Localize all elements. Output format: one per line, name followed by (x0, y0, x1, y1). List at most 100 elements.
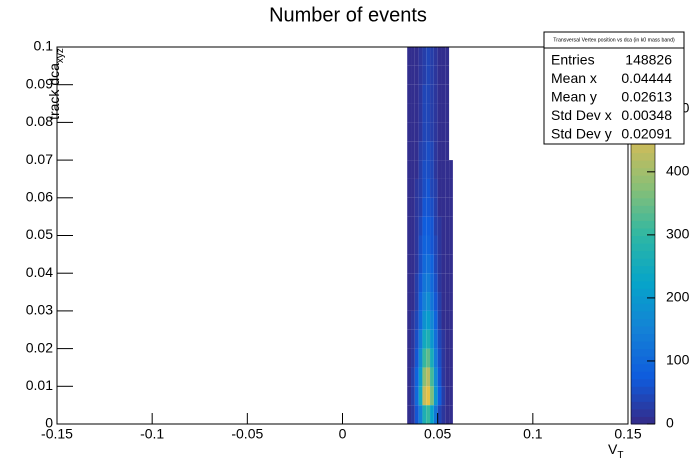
heat-cell (426, 47, 431, 66)
color-bar-band (631, 145, 655, 154)
heat-cell (407, 141, 412, 161)
heat-cell (407, 292, 412, 311)
color-bar-band (631, 227, 655, 236)
heat-cell (437, 367, 442, 387)
heat-cell (407, 84, 412, 104)
heat-cell (422, 292, 427, 311)
heat-cell (422, 216, 427, 236)
heat-cell (445, 273, 450, 293)
heat-cell (441, 216, 446, 236)
heat-cell (433, 103, 438, 123)
color-bar-band (631, 235, 655, 244)
heat-cell (426, 197, 431, 217)
heat-cell (411, 178, 415, 198)
color-bar-band (631, 167, 655, 176)
heat-cell (411, 405, 415, 424)
heat-cell (407, 329, 412, 349)
heat-cell (422, 122, 427, 142)
heat-cell (407, 310, 412, 330)
heat-cell (441, 235, 446, 255)
heat-cell (422, 103, 427, 123)
heat-cell (411, 160, 415, 179)
heat-cell (422, 47, 427, 66)
y-tick-label: 0.1 (34, 38, 54, 54)
heat-cell (407, 386, 412, 406)
heat-cell (418, 65, 423, 85)
heat-cell (437, 310, 442, 330)
heat-cell (437, 405, 442, 424)
heat-cell (441, 310, 446, 330)
color-bar-band (631, 416, 655, 425)
stats-label: Entries (551, 52, 595, 68)
heat-cell (441, 47, 446, 66)
color-bar-band (631, 408, 655, 417)
color-bar-band (631, 363, 655, 372)
color-bar-band (631, 182, 655, 191)
heat-cell (449, 310, 453, 330)
heat-cell (407, 65, 412, 85)
stats-value: 0.02091 (621, 126, 672, 142)
heat-cell (426, 216, 431, 236)
heat-cell (411, 310, 415, 330)
heat-cell (422, 367, 427, 387)
color-bar-band (631, 310, 655, 319)
heat-cell (418, 348, 423, 368)
heat-cell (433, 405, 438, 424)
heat-cell (433, 254, 438, 274)
heat-cell (430, 216, 434, 236)
heat-cell (445, 122, 450, 142)
color-bar-band (631, 205, 655, 214)
heat-cell (426, 235, 431, 255)
heat-cell (411, 235, 415, 255)
color-bar-band (631, 175, 655, 184)
heat-cell (422, 197, 427, 217)
heat-cell (433, 178, 438, 198)
y-tick-label: 0.02 (26, 339, 53, 355)
heat-cell (437, 103, 442, 123)
heat-cell (414, 367, 419, 387)
heat-cell (430, 386, 434, 406)
color-bar-band (631, 243, 655, 252)
heat-cell (422, 160, 427, 179)
heat-cell (407, 178, 412, 198)
z-tick-label: 300 (666, 226, 690, 242)
x-tick-label: 0.05 (424, 426, 451, 442)
heat-cell (426, 273, 431, 293)
heat-cell (430, 310, 434, 330)
heat-cell (441, 65, 446, 85)
heat-cell (422, 235, 427, 255)
heat-cell (426, 329, 431, 349)
heat-cell (433, 160, 438, 179)
heat-cell (418, 386, 423, 406)
heat-cell (414, 103, 419, 123)
color-bar-band (631, 318, 655, 327)
heat-cell (433, 273, 438, 293)
heat-cell (430, 235, 434, 255)
heat-cell (437, 141, 442, 161)
stats-value: 0.00348 (621, 107, 672, 123)
y-tick-label: 0 (45, 415, 53, 431)
color-bar-band (631, 152, 655, 161)
heat-cell (414, 216, 419, 236)
heat-cell (414, 141, 419, 161)
heat-cell (426, 405, 431, 424)
heat-cell (414, 310, 419, 330)
heat-cell (445, 405, 450, 424)
heat-cell (441, 178, 446, 198)
heat-cell (426, 310, 431, 330)
z-tick-label: 0 (666, 415, 674, 431)
heat-cell (430, 84, 434, 104)
heat-cell (418, 103, 423, 123)
heat-cell (407, 273, 412, 293)
x-tick-label: 0 (339, 426, 347, 442)
heat-cell (422, 348, 427, 368)
heat-cell (437, 216, 442, 236)
heat-cell (411, 386, 415, 406)
heat-cell (414, 47, 419, 66)
heat-cell (437, 273, 442, 293)
color-bar-band (631, 250, 655, 259)
heat-cell (407, 216, 412, 236)
color-bar-band (631, 160, 655, 169)
stats-label: Mean y (551, 89, 597, 105)
heat-cell (449, 216, 453, 236)
